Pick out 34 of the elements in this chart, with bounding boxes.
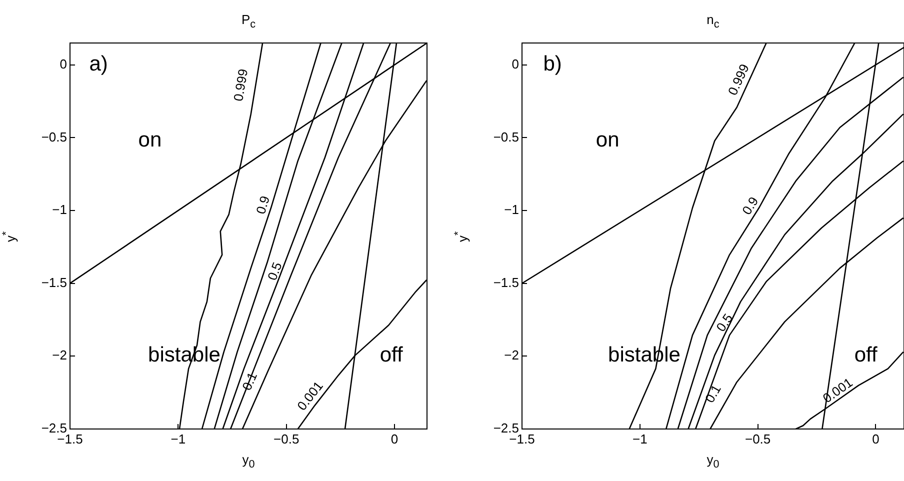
x-tick-label: −1 — [170, 431, 186, 446]
chart-title: n$_{c}$ — [706, 12, 720, 31]
y-tick-label: −0.5 — [41, 129, 67, 144]
annotation: b) — [543, 52, 562, 76]
y-tick-label: 0 — [60, 56, 67, 72]
y-tick-label: −2 — [504, 348, 519, 363]
x-tick-label: −1 — [632, 431, 648, 446]
x-tick-label: 0 — [390, 431, 398, 446]
x-axis-title: y$_{0}$ — [706, 452, 720, 471]
x-axis-title: y$_{0}$ — [241, 452, 256, 471]
annotation: on — [138, 128, 162, 152]
annotation: 0.999 — [724, 62, 752, 98]
y-tick-label: 0 — [512, 56, 519, 72]
annotation: off — [854, 343, 878, 366]
annotation: 0.9 — [739, 194, 762, 218]
y-tick-label: −2.5 — [493, 420, 519, 436]
y-tick-label: −0.5 — [493, 129, 519, 144]
y-tick-label: −1 — [52, 202, 67, 218]
annotation: 0.999 — [230, 68, 251, 102]
annotation: a) — [89, 52, 108, 76]
annotation: on — [596, 128, 620, 152]
y-tick-label: −1.5 — [41, 274, 67, 290]
annotation: off — [380, 343, 403, 366]
annotation: 0.5 — [713, 310, 736, 334]
y-tick-label: −1.5 — [493, 274, 519, 290]
x-tick-label: −0.5 — [274, 431, 300, 446]
y-tick-label: −1 — [504, 202, 519, 218]
chart-title: P$_{c}$ — [240, 12, 257, 31]
annotation: 0.5 — [264, 260, 285, 282]
x-tick-label: 0 — [872, 431, 880, 446]
y-tick-label: −2.5 — [41, 420, 67, 436]
annotation: 0.9 — [252, 194, 273, 216]
y-tick-label: −2 — [52, 348, 67, 363]
x-tick-label: −0.5 — [744, 431, 771, 446]
